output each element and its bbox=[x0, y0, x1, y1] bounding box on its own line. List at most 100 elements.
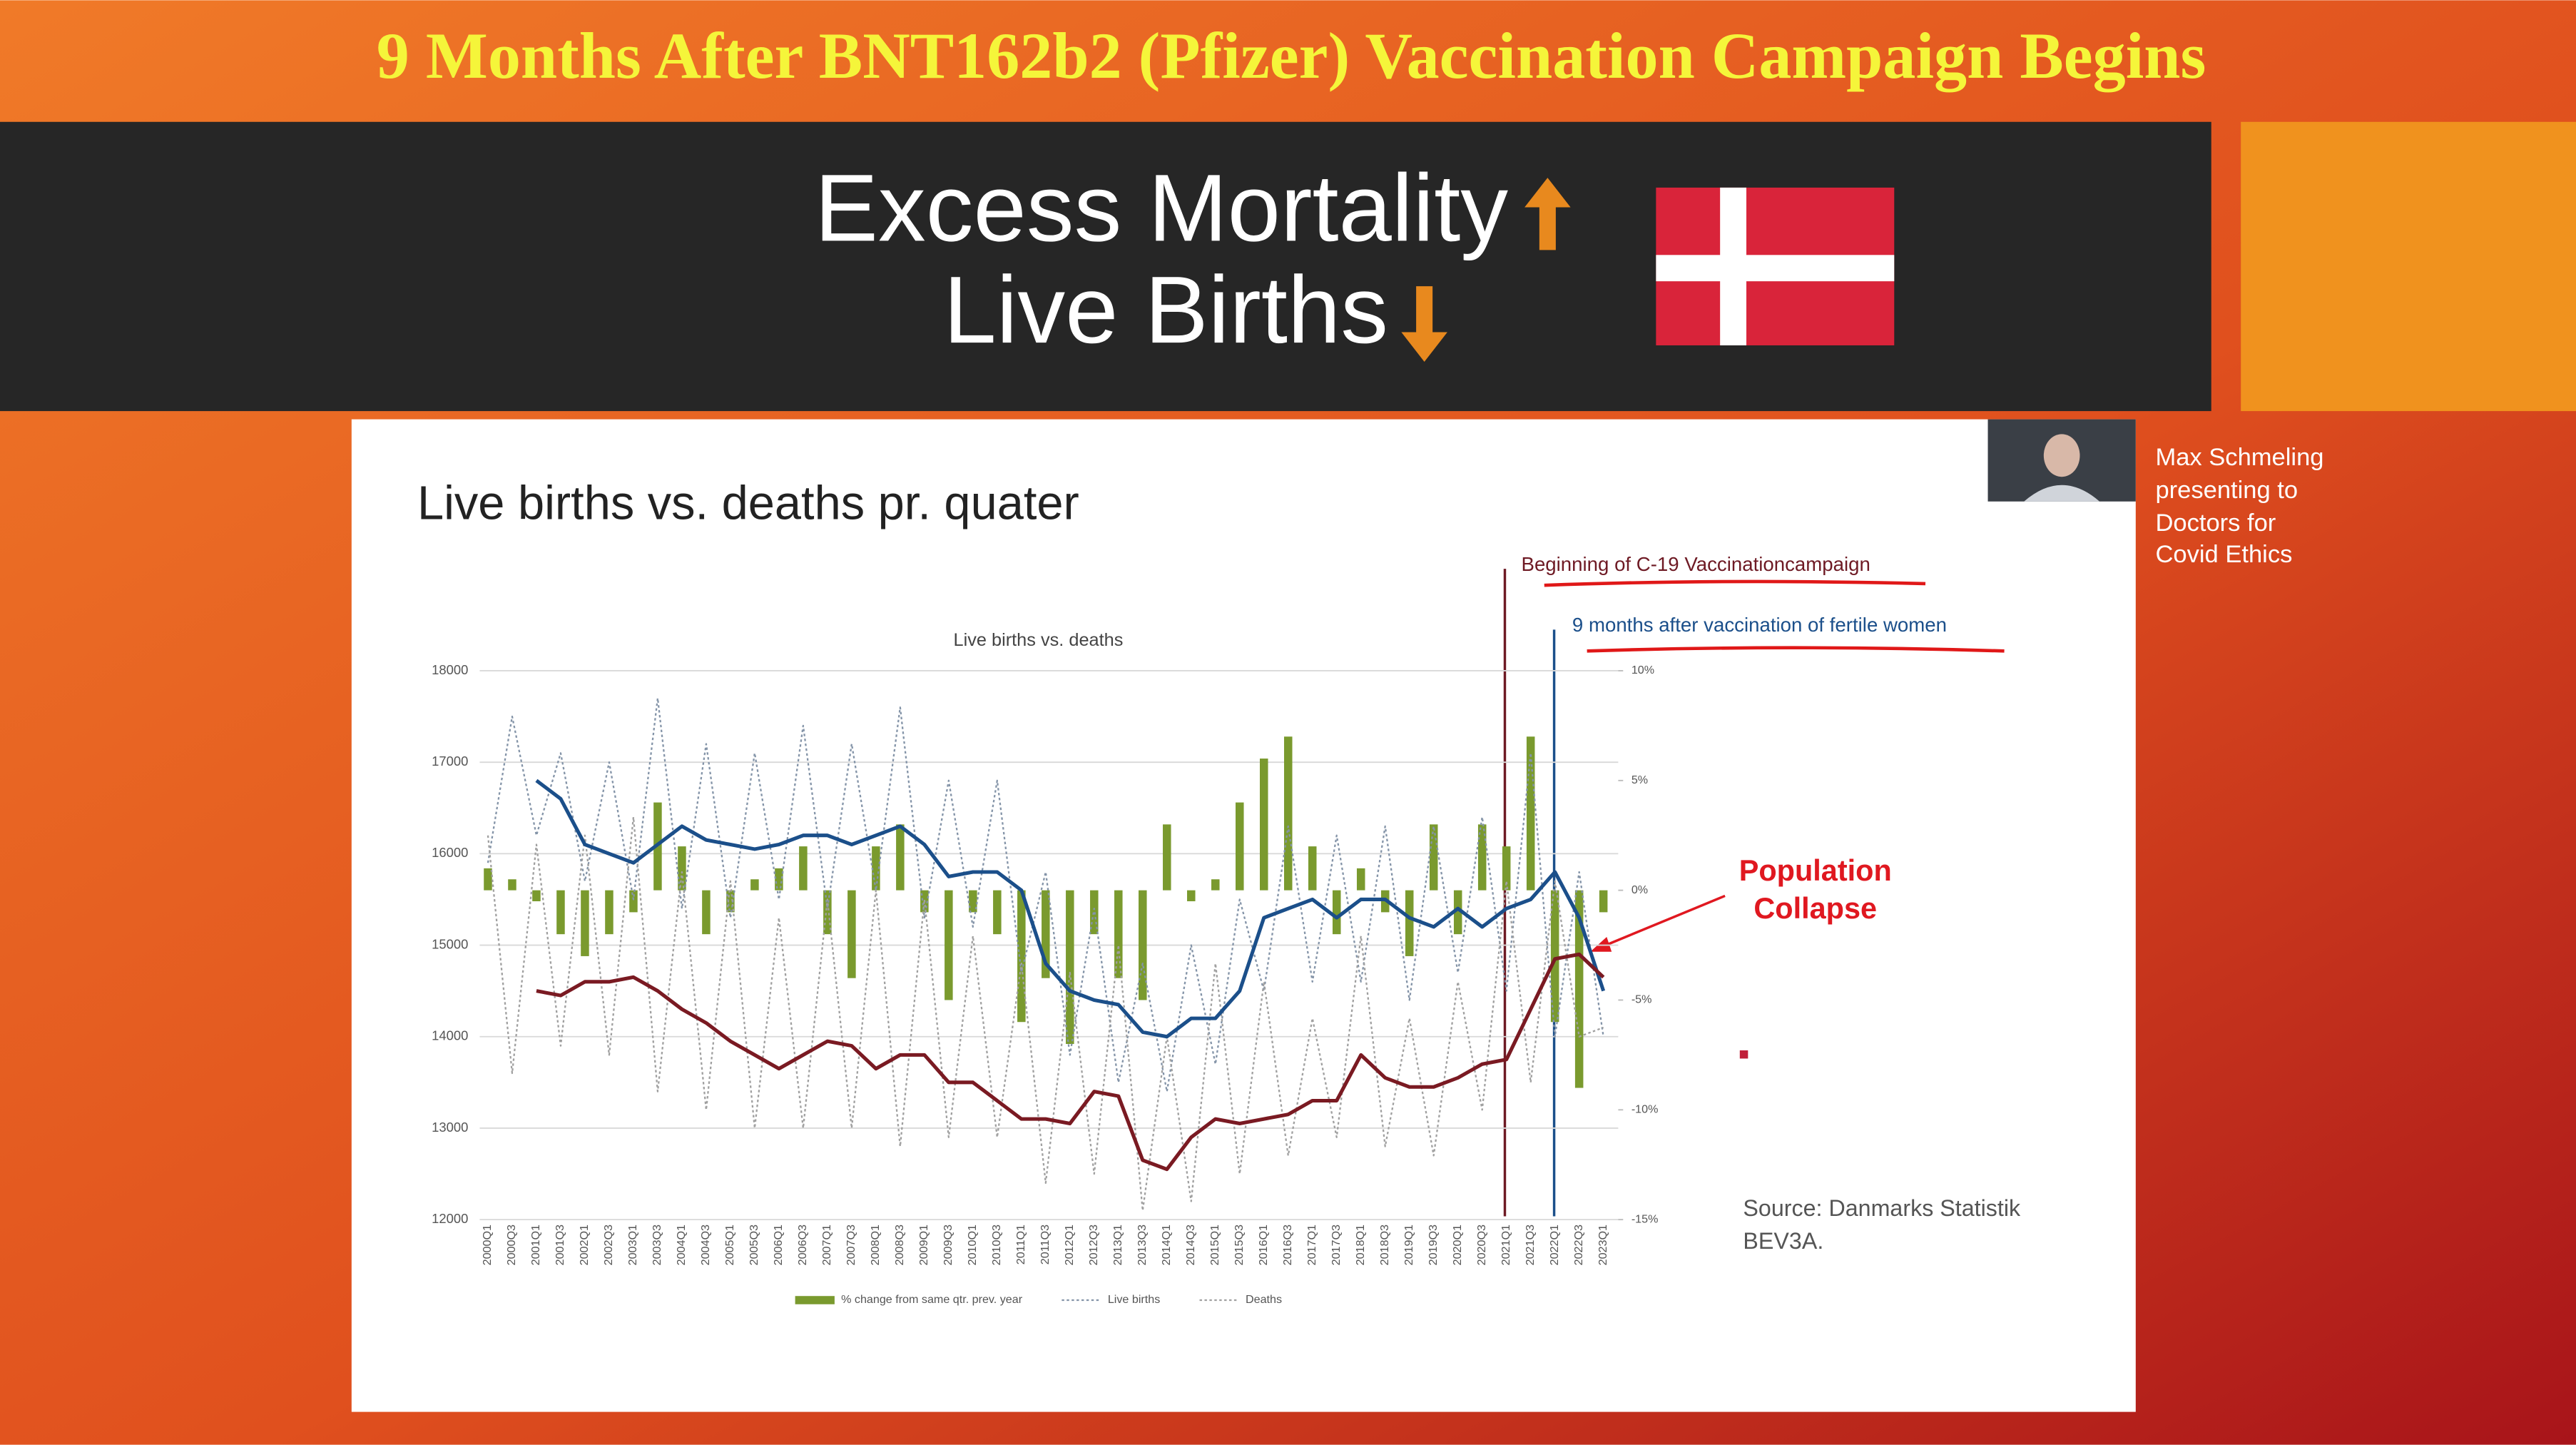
x-tick-label: 2016Q1 bbox=[1257, 1225, 1270, 1265]
x-tick-label: 2009Q3 bbox=[942, 1225, 954, 1265]
bar bbox=[1017, 890, 1026, 1023]
callout-arrow bbox=[1601, 894, 1726, 948]
bar bbox=[1502, 846, 1511, 891]
bar bbox=[1356, 868, 1365, 891]
x-tick-label: 2010Q3 bbox=[990, 1225, 1003, 1265]
y2-tick-label: 10% bbox=[1631, 664, 1654, 676]
callout: Collapse bbox=[1753, 891, 1877, 925]
x-tick-label: 2020Q1 bbox=[1451, 1225, 1464, 1265]
x-tick-label: 2018Q3 bbox=[1378, 1225, 1391, 1265]
x-tick-label: 2002Q1 bbox=[578, 1225, 591, 1265]
y2-tick-label: 5% bbox=[1631, 774, 1648, 786]
legend-label: Deaths bbox=[1246, 1293, 1282, 1306]
bar bbox=[726, 890, 735, 913]
x-tick-label: 2017Q3 bbox=[1330, 1225, 1343, 1265]
bar bbox=[1236, 802, 1244, 891]
x-tick-label: 2020Q3 bbox=[1475, 1225, 1488, 1265]
presenter-text: presenting to bbox=[2155, 477, 2298, 504]
bar bbox=[629, 890, 638, 913]
down-arrow bbox=[1401, 286, 1447, 362]
y2-tick-label: -5% bbox=[1631, 993, 1652, 1006]
bar bbox=[1477, 824, 1487, 891]
bar bbox=[556, 890, 565, 935]
bar bbox=[1308, 846, 1317, 891]
bar bbox=[1114, 890, 1123, 978]
bar bbox=[581, 890, 589, 956]
x-tick-label: 2003Q3 bbox=[651, 1225, 663, 1265]
bar bbox=[1259, 759, 1268, 891]
cursor-mark bbox=[1739, 1050, 1748, 1059]
legend-label: Live births bbox=[1108, 1293, 1160, 1306]
bar bbox=[1332, 890, 1341, 935]
presenter-text: Covid Ethics bbox=[2155, 541, 2292, 568]
bar bbox=[1283, 736, 1293, 891]
x-tick-label: 2002Q3 bbox=[602, 1225, 615, 1265]
bar bbox=[1550, 890, 1559, 1023]
bar bbox=[750, 879, 759, 891]
callout: Population bbox=[1739, 853, 1892, 887]
bar bbox=[508, 879, 516, 891]
x-tick-label: 2001Q1 bbox=[529, 1225, 542, 1265]
bar bbox=[775, 868, 783, 891]
up-arrow bbox=[1524, 178, 1571, 250]
x-tick-label: 2000Q3 bbox=[505, 1225, 518, 1265]
bar bbox=[1211, 879, 1220, 891]
presenter-text: Max Schmeling bbox=[2155, 444, 2323, 471]
x-tick-label: 2021Q1 bbox=[1500, 1225, 1512, 1265]
x-tick-label: 2007Q3 bbox=[845, 1225, 857, 1265]
x-tick-label: 2019Q3 bbox=[1427, 1225, 1440, 1265]
x-tick-label: 2022Q3 bbox=[1572, 1225, 1585, 1265]
accent-square bbox=[2241, 121, 2576, 412]
y-tick-label: 16000 bbox=[432, 845, 468, 860]
x-tick-label: 2013Q1 bbox=[1111, 1225, 1124, 1265]
y2-tick-label: -10% bbox=[1631, 1103, 1659, 1116]
trend-line bbox=[536, 952, 1605, 1172]
x-tick-label: 2004Q1 bbox=[675, 1225, 688, 1265]
y-tick-label: 14000 bbox=[432, 1028, 468, 1043]
y-tick-label: 15000 bbox=[432, 936, 468, 951]
annotation: 9 months after vaccination of fertile wo… bbox=[1572, 614, 1947, 636]
x-tick-label: 2005Q3 bbox=[748, 1225, 760, 1265]
x-tick-label: 2013Q3 bbox=[1136, 1225, 1149, 1265]
y-tick-label: 12000 bbox=[432, 1211, 468, 1226]
chart-title: Live births vs. deaths pr. quater bbox=[417, 477, 1079, 529]
annotation: Beginning of C-19 Vaccinationcampaign bbox=[1522, 553, 1870, 575]
bar bbox=[896, 824, 905, 891]
bar bbox=[1599, 890, 1608, 913]
bar bbox=[969, 890, 977, 913]
trend-line bbox=[535, 779, 1606, 1039]
bar bbox=[799, 846, 808, 891]
x-tick-label: 2008Q1 bbox=[869, 1225, 882, 1265]
webcam-body bbox=[2024, 485, 2100, 502]
x-tick-label: 2016Q3 bbox=[1281, 1225, 1294, 1265]
heading-line: Excess Mortality bbox=[815, 155, 1508, 261]
x-tick-label: 2014Q3 bbox=[1184, 1225, 1197, 1265]
y2-tick-label: -15% bbox=[1631, 1212, 1659, 1225]
x-tick-label: 2019Q1 bbox=[1402, 1225, 1415, 1265]
bar bbox=[823, 890, 832, 935]
x-tick-label: 2010Q1 bbox=[966, 1225, 979, 1265]
x-tick-label: 2001Q3 bbox=[554, 1225, 566, 1265]
bar bbox=[1526, 736, 1535, 891]
source: Source: Danmarks Statistik bbox=[1743, 1195, 2021, 1221]
x-tick-label: 2022Q1 bbox=[1548, 1225, 1561, 1265]
x-tick-label: 2004Q3 bbox=[699, 1225, 712, 1265]
bar bbox=[1574, 890, 1584, 1088]
webcam bbox=[1987, 419, 2136, 502]
callout-arrowhead bbox=[1590, 937, 1612, 952]
bar bbox=[1429, 824, 1438, 891]
dotted-line bbox=[487, 816, 1604, 1212]
x-tick-label: 2015Q1 bbox=[1208, 1225, 1221, 1265]
slide-title: 9 Months After BNT162b2 (Pfizer) Vaccina… bbox=[377, 19, 2206, 92]
chart-subtitle: Live births vs. deaths bbox=[953, 630, 1123, 650]
legend-label: % change from same qtr. prev. year bbox=[841, 1293, 1023, 1306]
x-tick-label: 2008Q3 bbox=[893, 1225, 906, 1265]
x-tick-label: 2006Q1 bbox=[772, 1225, 785, 1265]
x-tick-label: 2003Q1 bbox=[626, 1225, 639, 1265]
bar bbox=[1139, 890, 1147, 1000]
source: BEV3A. bbox=[1743, 1228, 1823, 1254]
flag-cross bbox=[1656, 255, 1895, 282]
